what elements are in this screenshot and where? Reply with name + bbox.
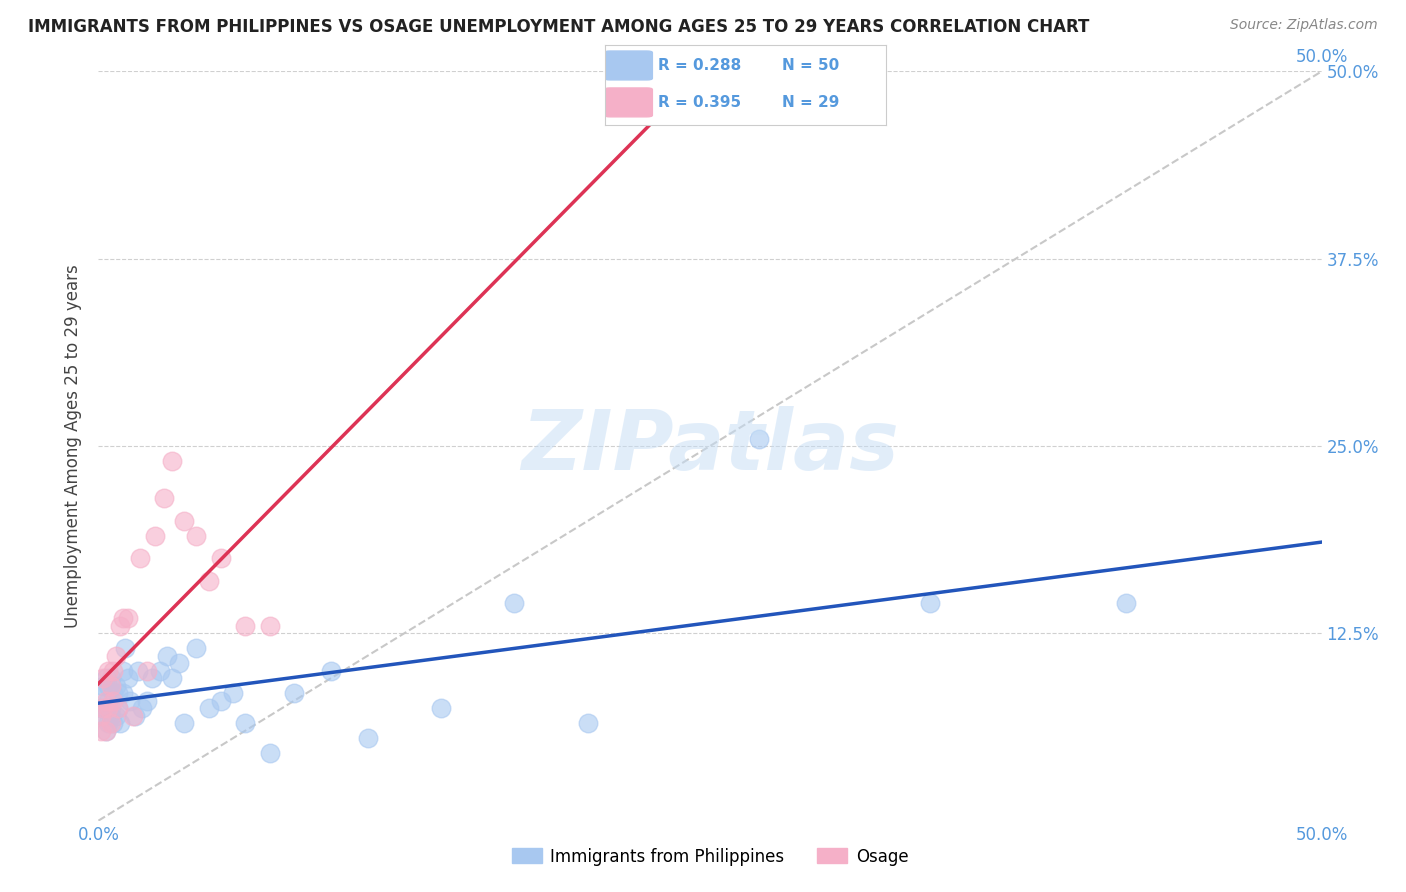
Point xyxy=(90,686,112,700)
Point xyxy=(91,701,114,715)
Point xyxy=(136,694,159,708)
Point xyxy=(90,708,112,723)
Point xyxy=(149,664,172,678)
Point xyxy=(110,716,132,731)
Text: R = 0.288: R = 0.288 xyxy=(658,58,741,73)
Point xyxy=(100,716,122,731)
Point xyxy=(503,596,526,610)
Point xyxy=(91,671,114,685)
Point xyxy=(233,716,256,731)
Point xyxy=(104,679,127,693)
Legend: Immigrants from Philippines, Osage: Immigrants from Philippines, Osage xyxy=(505,841,915,872)
Point xyxy=(160,671,183,685)
Text: N = 29: N = 29 xyxy=(782,95,839,110)
Point xyxy=(121,708,143,723)
FancyBboxPatch shape xyxy=(605,51,652,80)
Point xyxy=(111,686,134,700)
Text: R = 0.395: R = 0.395 xyxy=(658,95,741,110)
Point xyxy=(127,664,149,678)
Point xyxy=(91,708,114,723)
Point xyxy=(97,701,120,715)
Point xyxy=(104,648,127,663)
Y-axis label: Unemployment Among Ages 25 to 29 years: Unemployment Among Ages 25 to 29 years xyxy=(65,264,83,628)
Point xyxy=(576,716,599,731)
Point xyxy=(94,694,117,708)
FancyBboxPatch shape xyxy=(605,88,652,117)
Point xyxy=(120,694,142,708)
Point xyxy=(114,641,136,656)
Point xyxy=(101,716,124,731)
Point xyxy=(100,671,122,685)
Point xyxy=(94,701,117,715)
Point xyxy=(111,664,134,678)
Point xyxy=(167,657,190,671)
Point xyxy=(124,708,146,723)
Point xyxy=(283,686,305,700)
Point xyxy=(91,679,114,693)
Point xyxy=(100,701,122,715)
Point xyxy=(117,671,139,685)
Point xyxy=(97,679,120,693)
Point xyxy=(356,731,378,746)
Point xyxy=(233,619,256,633)
Point xyxy=(131,701,153,715)
Point xyxy=(97,716,120,731)
Point xyxy=(173,514,195,528)
Point xyxy=(430,701,453,715)
Point xyxy=(160,454,183,468)
Point xyxy=(107,701,129,715)
Point xyxy=(107,686,129,700)
Point xyxy=(209,694,232,708)
Text: Source: ZipAtlas.com: Source: ZipAtlas.com xyxy=(1230,18,1378,32)
Point xyxy=(94,723,117,738)
Point xyxy=(222,686,245,700)
Point xyxy=(90,723,112,738)
Point xyxy=(97,694,120,708)
Point xyxy=(143,529,166,543)
Point xyxy=(186,529,208,543)
Point xyxy=(259,619,281,633)
Point xyxy=(107,701,129,715)
Point xyxy=(197,574,219,588)
Point xyxy=(97,664,120,678)
Point xyxy=(111,611,134,625)
Point xyxy=(1115,596,1137,610)
Point xyxy=(186,641,208,656)
Point xyxy=(259,746,281,760)
Point xyxy=(100,679,122,693)
Text: IMMIGRANTS FROM PHILIPPINES VS OSAGE UNEMPLOYMENT AMONG AGES 25 TO 29 YEARS CORR: IMMIGRANTS FROM PHILIPPINES VS OSAGE UNE… xyxy=(28,18,1090,36)
Point xyxy=(156,648,179,663)
Point xyxy=(101,664,124,678)
Point xyxy=(173,716,195,731)
Point xyxy=(748,432,770,446)
Point xyxy=(920,596,942,610)
Point xyxy=(153,491,176,506)
Point xyxy=(94,671,117,685)
Point xyxy=(141,671,163,685)
Point xyxy=(136,664,159,678)
Point xyxy=(197,701,219,715)
Point xyxy=(100,708,122,723)
Point xyxy=(101,694,124,708)
Point xyxy=(319,664,342,678)
Point xyxy=(209,551,232,566)
Point xyxy=(104,708,127,723)
Point xyxy=(129,551,152,566)
Point xyxy=(90,701,112,715)
Point xyxy=(94,723,117,738)
Point xyxy=(101,686,124,700)
Point xyxy=(110,619,132,633)
Text: N = 50: N = 50 xyxy=(782,58,839,73)
Text: ZIPatlas: ZIPatlas xyxy=(522,406,898,486)
Point xyxy=(117,611,139,625)
